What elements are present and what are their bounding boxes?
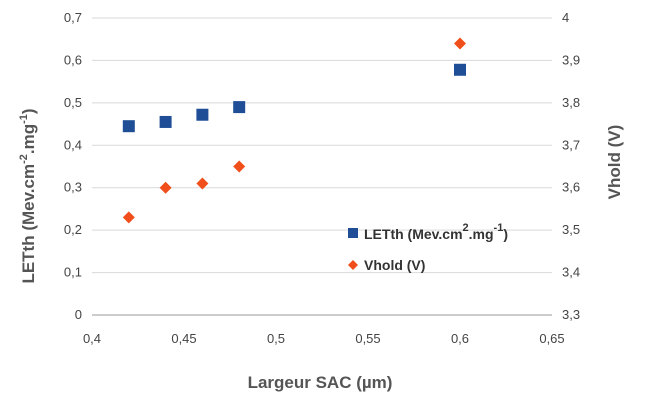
legend-label-letth: LETth (Mev.cm2.mg-1)	[364, 222, 508, 242]
y-axis-title-end: )	[19, 108, 38, 114]
data-points	[122, 37, 466, 224]
y-tick-label: 0,5	[64, 95, 82, 110]
gridlines	[92, 17, 552, 316]
legend-letth-main: LETth (Mev.cm	[364, 226, 463, 242]
letth-point	[196, 108, 209, 121]
vhold-point	[233, 160, 246, 173]
y-axis-title-mid: .mg	[19, 124, 38, 154]
y-tick-label: 0,7	[64, 10, 82, 25]
x-tick-label: 0,55	[355, 331, 380, 346]
legend-letth-mid: .mg	[469, 226, 494, 242]
x-axis-title: Largeur SAC (µm)	[248, 373, 393, 392]
y-tick-label: 0,6	[64, 52, 82, 67]
x-axis-ticks: 0,4 0,45 0,5 0,55 0,6 0,65	[83, 331, 565, 346]
legend: LETth (Mev.cm2.mg-1) Vhold (V)	[348, 222, 508, 273]
legend-letth-sup2: -1	[494, 222, 504, 234]
x-tick-label: 0,4	[83, 331, 101, 346]
y-axis-title-sup1: -2	[18, 154, 30, 164]
x-tick-label: 0,6	[451, 331, 469, 346]
letth-point	[122, 120, 135, 133]
y2-tick-label: 3,5	[562, 222, 580, 237]
legend-marker-letth	[348, 228, 358, 238]
y-axis-title: LETth (Mev.cm-2.mg-1)	[18, 108, 38, 283]
x-tick-label: 0,45	[171, 331, 196, 346]
y-tick-label: 0,1	[64, 265, 82, 280]
x-tick-label: 0,65	[539, 331, 564, 346]
y-axis-ticks: 0 0,1 0,2 0,3 0,4 0,5 0,6 0,7	[64, 10, 82, 322]
y2-tick-label: 3,4	[562, 265, 580, 280]
y-tick-label: 0,3	[64, 180, 82, 195]
legend-marker-vhold	[348, 260, 358, 270]
y-axis-title-sup2: -1	[18, 114, 30, 124]
y-tick-label: 0	[75, 307, 82, 322]
y2-tick-label: 3,8	[562, 95, 580, 110]
letth-point	[454, 63, 466, 76]
y-tick-label: 0,2	[64, 222, 82, 237]
y2-axis-title: Vhold (V)	[605, 125, 624, 200]
legend-label-vhold: Vhold (V)	[364, 257, 425, 273]
x-tick-label: 0,5	[267, 331, 285, 346]
y2-tick-label: 3,9	[562, 52, 580, 67]
vhold-point	[159, 181, 172, 194]
y-tick-label: 0,4	[64, 137, 82, 152]
legend-letth-sup1: 2	[463, 222, 469, 234]
legend-letth-end: )	[503, 226, 508, 242]
y2-tick-label: 3,3	[562, 307, 580, 322]
y2-tick-label: 3,6	[562, 180, 580, 195]
vhold-point	[454, 37, 466, 50]
letth-point	[233, 101, 246, 114]
letth-point	[159, 115, 172, 128]
y2-tick-label: 3,7	[562, 137, 580, 152]
vhold-point	[196, 177, 209, 190]
y-axis-title-main: LETth (Mev.cm	[19, 164, 38, 284]
vhold-point	[122, 211, 135, 224]
y2-axis-ticks: 3,3 3,4 3,5 3,6 3,7 3,8 3,9 4	[562, 10, 580, 322]
y2-tick-label: 4	[562, 10, 569, 25]
